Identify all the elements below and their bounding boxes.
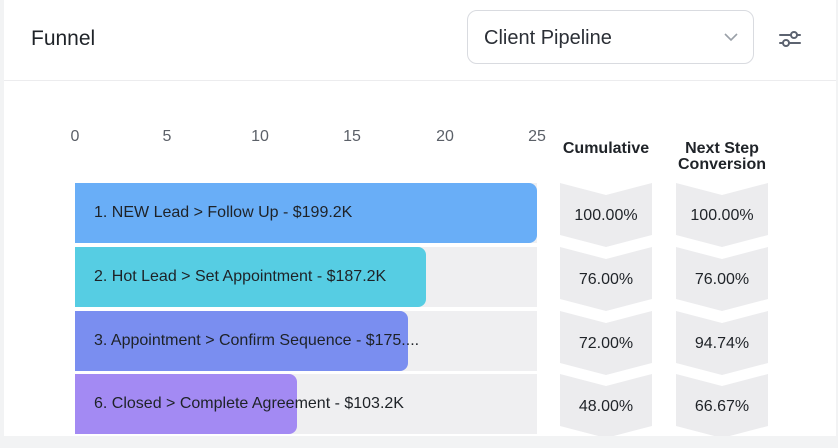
cumulative-cell: 72.00% (560, 311, 652, 375)
chevron-down-icon (724, 33, 738, 42)
x-tick-label: 10 (251, 128, 269, 145)
funnel-bar-hot-lead[interactable] (75, 247, 426, 307)
conversion-header-line1: Next Step (685, 140, 759, 157)
bar-label: 3. Appointment > Confirm Sequence - $175… (94, 332, 420, 349)
cumulative-value: 72.00% (578, 335, 634, 352)
funnel-bar-appointment[interactable] (75, 311, 408, 371)
cumulative-value: 48.00% (578, 398, 634, 415)
conversion-header-line2: Conversion (677, 156, 766, 173)
x-tick-label: 25 (528, 128, 546, 145)
funnel-bar-new-lead[interactable] (75, 183, 537, 243)
funnel-bar-closed[interactable] (75, 374, 297, 434)
card-title: Funnel (31, 27, 96, 50)
cumulative-cell: 100.00% (560, 183, 652, 247)
conversion-cell: 94.74% (676, 311, 768, 375)
cumulative-cell: 76.00% (560, 247, 652, 311)
conversion-value: 100.00% (690, 207, 754, 224)
conversion-value: 94.74% (694, 335, 750, 352)
pipeline-select[interactable]: Client Pipeline (467, 10, 754, 64)
cumulative-value: 100.00% (574, 207, 638, 224)
conversion-value: 66.67% (694, 398, 750, 415)
pipeline-select-value: Client Pipeline (484, 27, 612, 49)
sliders-icon[interactable] (776, 26, 804, 52)
card-header: Funnel Client Pipeline (4, 0, 836, 81)
conversion-value: 76.00% (694, 271, 750, 288)
bar-label: 6. Closed > Complete Agreement - $103.2K (94, 395, 404, 412)
x-tick-label: 20 (436, 128, 454, 145)
x-tick-label: 15 (343, 128, 361, 145)
cumulative-header: Cumulative (562, 140, 650, 157)
conversion-cell: 100.00% (676, 183, 768, 247)
cumulative-cell: 48.00% (560, 374, 652, 436)
bar-label: 2. Hot Lead > Set Appointment - $187.2K (94, 268, 387, 285)
x-tick-label: 0 (70, 128, 80, 145)
bar-label: 1. NEW Lead > Follow Up - $199.2K (94, 204, 353, 221)
conversion-cell: 66.67% (676, 374, 768, 436)
cumulative-value: 76.00% (578, 271, 634, 288)
funnel-card: Funnel Client Pipeline 0 5 10 15 20 25 C… (4, 0, 836, 436)
x-tick-label: 5 (162, 128, 172, 145)
conversion-cell: 76.00% (676, 247, 768, 311)
